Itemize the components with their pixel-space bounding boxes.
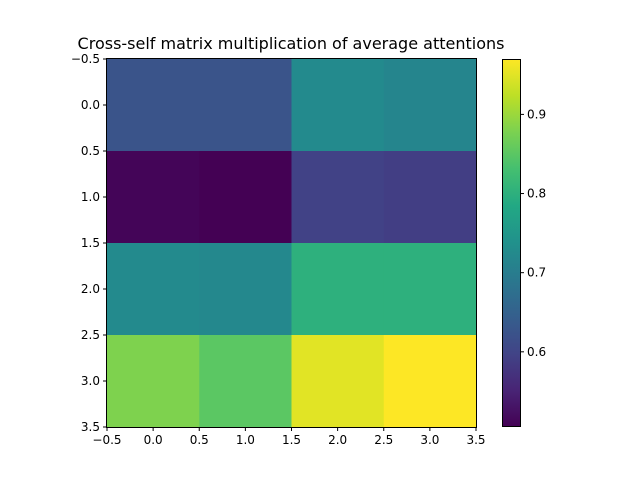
heatmap-cell-r2-c3 (383, 243, 477, 336)
y-tick-label: 0.0 (81, 98, 100, 112)
colorbar-frame (502, 59, 521, 427)
x-tick-label: 2.0 (328, 433, 347, 447)
heatmap-cell-r2-c0 (107, 243, 200, 336)
x-tick-label: 2.5 (374, 433, 393, 447)
y-tick-label: 3.5 (81, 420, 100, 434)
heatmap-cell-r2-c1 (199, 243, 292, 336)
y-tick-label: 1.0 (81, 190, 100, 204)
y-tick-label: −0.5 (71, 52, 100, 66)
x-tick-label: 0.0 (144, 433, 163, 447)
y-axis: −0.5 0.0 0.5 1.0 1.5 2.0 2.5 3.0 3.5 (71, 52, 107, 434)
heatmap-cell-r0-c2 (291, 59, 385, 152)
colorbar: 0.6 0.7 0.8 0.9 (502, 59, 546, 427)
heatmap-cell-r3-c0 (107, 335, 200, 428)
heatmap-cell-r1-c3 (383, 151, 477, 244)
heatmap-cell-r3-c2 (291, 335, 385, 428)
y-tick-label: 0.5 (81, 144, 100, 158)
colorbar-tick-label: 0.6 (527, 345, 546, 359)
heatmap-cell-r0-c3 (383, 59, 477, 152)
colorbar-tick-label: 0.9 (527, 107, 546, 121)
x-tick-label: 1.5 (282, 433, 301, 447)
x-tick-label: −0.5 (92, 433, 121, 447)
x-tick-label: 3.5 (466, 433, 485, 447)
chart-title: Cross-self matrix multiplication of aver… (78, 34, 505, 53)
x-tick-label: 0.5 (190, 433, 209, 447)
y-tick-label: 2.5 (81, 328, 100, 342)
heatmap-cells (107, 59, 477, 428)
heatmap-cell-r3-c3 (383, 335, 477, 428)
colorbar-tick-label: 0.8 (527, 187, 546, 201)
colorbar-tick-label: 0.7 (527, 266, 546, 280)
colorbar-gradient (502, 59, 520, 427)
y-tick-label: 1.5 (81, 236, 100, 250)
heatmap-cell-r2-c2 (291, 243, 385, 336)
y-tick-label: 2.0 (81, 282, 100, 296)
heatmap-cell-r1-c1 (199, 151, 292, 244)
x-tick-label: 3.0 (420, 433, 439, 447)
heatmap-cell-r0-c0 (107, 59, 200, 152)
x-axis: −0.5 0.0 0.5 1.0 1.5 2.0 2.5 3.0 3.5 (92, 427, 486, 447)
x-tick-label: 1.0 (236, 433, 255, 447)
heatmap-cell-r1-c2 (291, 151, 385, 244)
heatmap-cell-r1-c0 (107, 151, 200, 244)
y-tick-label: 3.0 (81, 374, 100, 388)
heatmap-cell-r0-c1 (199, 59, 292, 152)
heatmap-cell-r3-c1 (199, 335, 292, 428)
